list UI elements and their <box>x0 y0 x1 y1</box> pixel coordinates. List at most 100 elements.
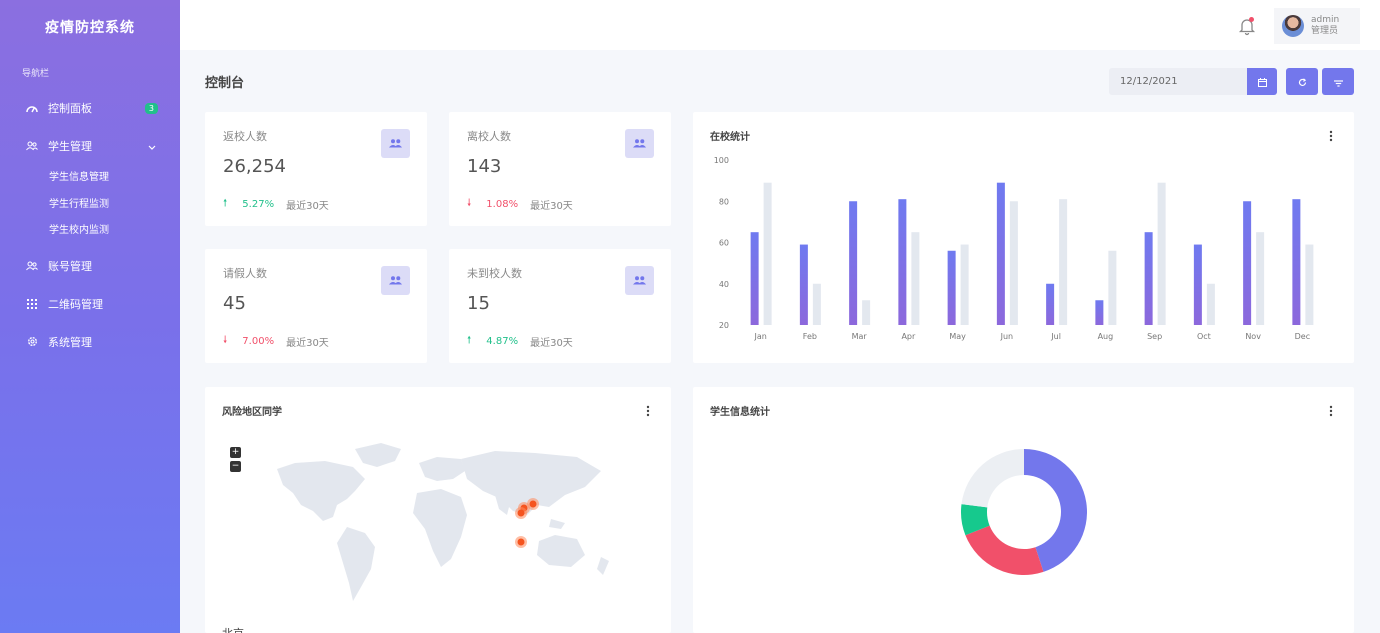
x-tick-label: Jan <box>753 332 766 341</box>
nav-caption: 导航栏 <box>22 69 50 79</box>
stat-period: 最近30天 <box>530 338 573 349</box>
bar-aug-series-2[interactable] <box>1108 250 1117 325</box>
x-tick-label: May <box>949 332 966 341</box>
bar-feb-series-2[interactable] <box>812 283 821 325</box>
notification-badge: 3 <box>144 102 158 114</box>
stat-change: 5.27% <box>242 199 275 210</box>
zoom-out-button[interactable]: − <box>230 461 241 472</box>
refresh-button[interactable] <box>1286 68 1318 95</box>
grid-icon <box>24 296 40 312</box>
x-tick-label: Mar <box>852 332 868 341</box>
more-menu-icon[interactable] <box>1328 128 1334 142</box>
chart-title: 学生信息统计 <box>710 407 770 418</box>
sidebar-item-dashboard[interactable]: 控制面板 3 <box>0 89 180 127</box>
bar-aug-series-1[interactable] <box>1095 300 1104 325</box>
chart-title: 在校统计 <box>710 132 750 143</box>
users-icon <box>625 129 654 158</box>
refresh-icon <box>1298 72 1307 91</box>
bar-apr-series-1[interactable] <box>898 199 907 325</box>
bar-nov-series-1[interactable] <box>1243 201 1252 325</box>
user-menu[interactable]: admin 管理员 <box>1274 8 1360 44</box>
more-menu-icon[interactable] <box>645 403 651 417</box>
sidebar-item-qrcode[interactable]: 二维码管理 <box>0 285 180 323</box>
stat-period: 最近30天 <box>530 201 573 212</box>
user-role: 管理员 <box>1311 26 1339 36</box>
bar-jul-series-1[interactable] <box>1046 283 1055 325</box>
bar-jun-series-2[interactable] <box>1009 201 1018 325</box>
stat-value: 45 <box>223 293 246 314</box>
sidebar: 疫情防控系统 导航栏 控制面板 3 学生管理 学生信息管理 学生行程监测 学生校… <box>0 0 180 633</box>
sidebar-subitem-student-info[interactable]: 学生信息管理 <box>49 172 109 183</box>
sidebar-item-accounts[interactable]: 账号管理 <box>0 247 180 285</box>
map-card: 风险地区同学 + − 北京 <box>205 387 671 633</box>
bar-mar-series-2[interactable] <box>862 300 871 325</box>
trend-up-icon: 🠕︎ <box>223 198 228 209</box>
x-tick-label: Sep <box>1147 332 1162 341</box>
x-tick-label: Jun <box>1000 332 1014 341</box>
sidebar-item-label: 控制面板 <box>48 102 92 115</box>
bar-dec-series-1[interactable] <box>1292 199 1301 325</box>
sidebar-subitem-student-campus[interactable]: 学生校内监测 <box>49 225 109 236</box>
bar-mar-series-1[interactable] <box>849 201 858 325</box>
bar-apr-series-2[interactable] <box>911 232 920 325</box>
bar-jul-series-2[interactable] <box>1059 199 1068 325</box>
map-title: 风险地区同学 <box>222 407 282 418</box>
stat-card-leave: 请假人数 45 🠗︎ 7.00% 最近30天 <box>205 249 427 363</box>
gauge-icon <box>24 100 40 116</box>
sidebar-subitem-student-trips[interactable]: 学生行程监测 <box>49 198 109 210</box>
avatar <box>1282 15 1304 37</box>
y-tick-label: 80 <box>719 197 729 206</box>
donut-card: 学生信息统计 <box>693 387 1354 633</box>
stat-value: 15 <box>467 293 490 314</box>
sidebar-item-students[interactable]: 学生管理 <box>0 127 180 165</box>
donut-slice-3[interactable] <box>961 504 990 536</box>
bar-sep-series-1[interactable] <box>1144 232 1153 325</box>
bar-may-series-2[interactable] <box>960 244 969 325</box>
trend-up-icon: 🠕︎ <box>467 335 472 346</box>
bar-jan-series-2[interactable] <box>763 182 772 325</box>
bar-chart-card: 在校统计 100 80 60 40 20 Jan Feb Mar Apr May Jun Jul Aug… <box>693 112 1354 363</box>
top-bar: admin 管理员 <box>180 0 1380 50</box>
stat-change: 1.08% <box>486 199 519 210</box>
bar-jan-series-1[interactable] <box>750 232 759 325</box>
donut-slice-1[interactable] <box>1024 449 1087 572</box>
bar-dec-series-2[interactable] <box>1305 244 1314 325</box>
calendar-button[interactable] <box>1247 68 1277 95</box>
bar-oct-series-2[interactable] <box>1206 283 1215 325</box>
stat-value: 143 <box>467 156 502 177</box>
y-tick-label: 40 <box>719 280 729 289</box>
bell-icon[interactable] <box>1238 16 1256 36</box>
sidebar-item-label: 系统管理 <box>48 335 92 349</box>
page-title: 控制台 <box>205 76 245 91</box>
trend-down-icon: 🠗︎ <box>223 335 228 346</box>
x-tick-label: Nov <box>1245 332 1261 341</box>
stat-card-left: 离校人数 143 🠗︎ 1.08% 最近30天 <box>449 112 671 226</box>
bar-nov-series-2[interactable] <box>1256 232 1265 325</box>
stat-label: 请假人数 <box>223 267 267 280</box>
calendar-icon <box>1257 72 1267 91</box>
stat-label: 未到校人数 <box>467 267 522 280</box>
bar-jun-series-1[interactable] <box>996 182 1005 325</box>
sidebar-item-system[interactable]: 系统管理 <box>0 323 180 361</box>
username: admin <box>1311 15 1340 25</box>
users-icon <box>24 258 40 274</box>
more-menu-icon[interactable] <box>1328 403 1334 417</box>
x-tick-label: Aug <box>1098 332 1114 341</box>
donut-slice-2[interactable] <box>965 525 1044 575</box>
stat-value: 26,254 <box>223 156 286 177</box>
donut-slice-4[interactable] <box>961 449 1024 508</box>
zoom-in-button[interactable]: + <box>230 447 241 458</box>
bar-sep-series-2[interactable] <box>1157 182 1166 325</box>
sidebar-item-label: 账号管理 <box>48 259 92 273</box>
bar-oct-series-1[interactable] <box>1193 244 1202 325</box>
sidebar-item-label: 二维码管理 <box>48 297 103 311</box>
chevron-down-icon[interactable] <box>148 140 156 153</box>
bar-may-series-1[interactable] <box>947 250 956 325</box>
stat-change: 7.00% <box>242 336 275 347</box>
filter-button[interactable] <box>1322 68 1354 95</box>
bar-chart: 100 80 60 40 20 Jan Feb Mar Apr May Jun Jul Aug Sep Oc… <box>714 156 1314 341</box>
y-tick-label: 60 <box>719 239 729 248</box>
stat-period: 最近30天 <box>286 201 329 212</box>
bar-feb-series-1[interactable] <box>799 244 808 325</box>
sidebar-item-label: 学生管理 <box>48 140 92 153</box>
